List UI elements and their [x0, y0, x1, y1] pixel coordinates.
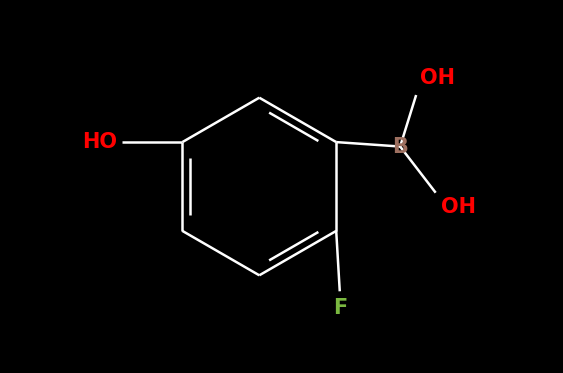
Text: OH: OH [441, 197, 476, 217]
Text: B: B [392, 137, 408, 157]
Text: F: F [333, 298, 347, 319]
Text: HO: HO [82, 132, 117, 152]
Text: OH: OH [419, 68, 455, 88]
